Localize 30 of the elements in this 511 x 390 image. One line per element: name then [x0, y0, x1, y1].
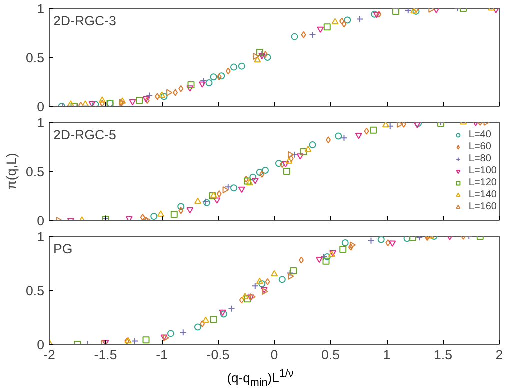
chart-title: PG [54, 242, 73, 256]
y-tick-label: 0 [37, 214, 45, 228]
x-tick-label: 2 [496, 348, 504, 362]
chart-title: 2D-RGC-5 [54, 128, 116, 142]
x-tick-label: -2 [44, 348, 56, 362]
x-tick-label: 0 [270, 348, 278, 362]
y-tick-label: 0.5 [26, 284, 45, 298]
legend-label: L=60 [468, 142, 492, 152]
x-axis-title: (q-q$_{min}$)L$^{1/ν}$ [227, 367, 294, 390]
x-tick-label: 1 [383, 348, 391, 362]
legend-label: L=160 [468, 202, 497, 212]
x-tick-label: -1.5 [94, 348, 118, 362]
y-axis-title: π(q,L) [4, 153, 19, 190]
y-tick-label: 0.5 [26, 164, 45, 180]
legend-label: L=120 [468, 178, 497, 188]
legend-label: L=40 [468, 130, 492, 140]
x-tick-label: -0.5 [206, 348, 230, 362]
chart-title: 2D-RGC-3 [54, 14, 116, 28]
legend-label: L=80 [468, 154, 492, 164]
y-tick-label: 1 [37, 2, 45, 16]
x-tick-label: 0.5 [321, 348, 340, 362]
y-tick-label: 0 [37, 100, 45, 114]
y-tick-label: 0.5 [26, 50, 45, 66]
y-tick-label: 0 [37, 338, 45, 352]
x-tick-label: -1 [156, 348, 168, 362]
legend-label: L=100 [468, 166, 497, 176]
y-tick-label: 1 [37, 116, 45, 130]
x-tick-label: 1.5 [434, 348, 453, 362]
legend-label: L=140 [468, 190, 497, 200]
y-tick-label: 1 [37, 230, 45, 244]
